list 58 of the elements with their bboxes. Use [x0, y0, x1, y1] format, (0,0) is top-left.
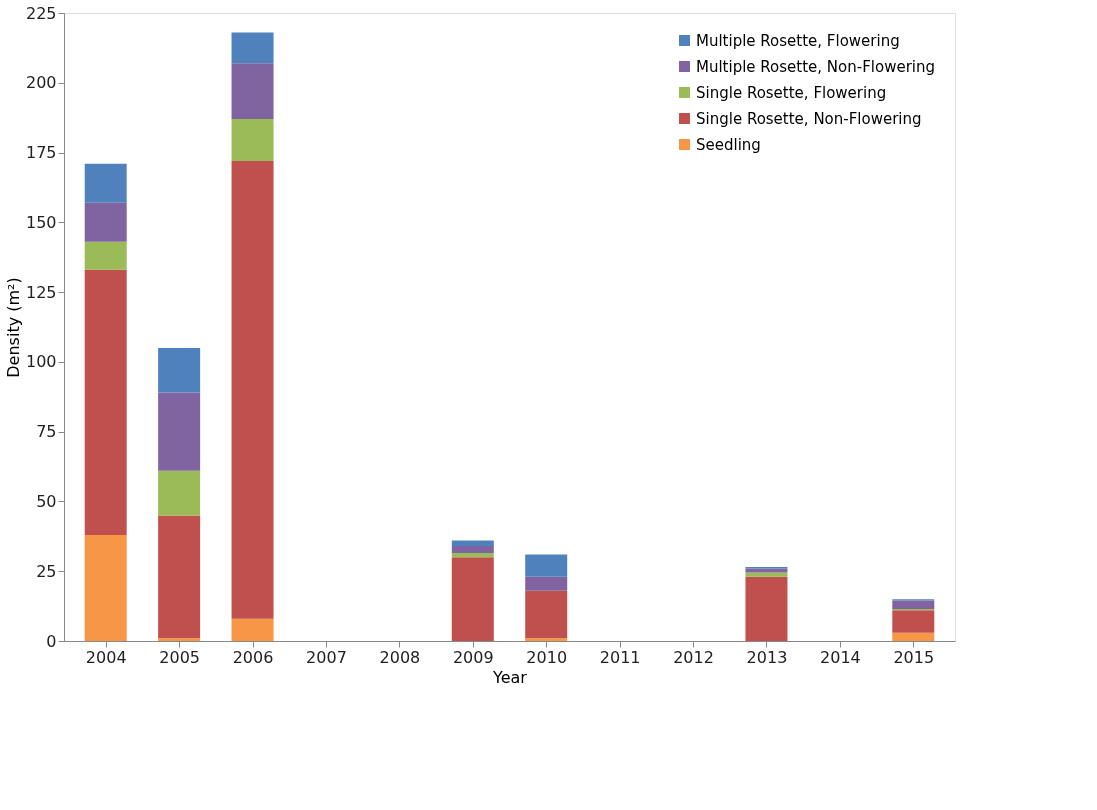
bar — [525, 590, 568, 639]
bar — [84, 163, 127, 203]
bar — [451, 553, 494, 558]
y-tick-label: 225 — [25, 3, 57, 23]
legend-label: Single Rosette, Flowering — [696, 83, 887, 102]
bar — [745, 572, 788, 577]
legend-label: Multiple Rosette, Flowering — [696, 31, 900, 50]
bar — [892, 632, 935, 641]
bar — [231, 32, 274, 64]
bar — [158, 392, 201, 471]
bar — [892, 600, 935, 609]
bar — [231, 119, 274, 161]
bar — [451, 546, 494, 554]
legend-label: Seedling — [696, 135, 761, 154]
bar — [745, 576, 788, 641]
bar — [231, 160, 274, 619]
bar — [158, 347, 201, 393]
y-tick-label: 100 — [25, 352, 57, 372]
bar — [525, 638, 568, 641]
bar — [84, 534, 127, 641]
y-tick-label: 25 — [36, 561, 57, 581]
x-tick-label: 2007 — [306, 647, 347, 667]
bar — [525, 576, 568, 591]
bar — [84, 241, 127, 270]
x-tick-label: 2006 — [232, 647, 274, 667]
bar — [231, 63, 274, 120]
x-tick-label: 2015 — [893, 647, 935, 667]
x-tick-label: 2014 — [820, 647, 861, 667]
legend-label: Single Rosette, Non-Flowering — [696, 109, 922, 128]
x-tick-label: 2012 — [673, 647, 714, 667]
x-tick-label: 2009 — [452, 647, 494, 667]
x-tick-label: 2010 — [526, 647, 568, 667]
y-tick-label: 175 — [25, 143, 57, 163]
x-tick-label: 2013 — [746, 647, 788, 667]
x-tick-label: 2011 — [599, 647, 641, 667]
y-tick-label: 0 — [46, 631, 57, 651]
bar — [158, 638, 201, 641]
x-tick-label: 2004 — [85, 647, 127, 667]
bar — [158, 515, 201, 639]
bar — [84, 202, 127, 242]
x-axis-title: Year — [492, 667, 528, 687]
bar — [84, 269, 127, 535]
bar — [451, 557, 494, 641]
bar — [451, 540, 494, 547]
bar — [745, 568, 788, 573]
y-tick-label: 125 — [25, 282, 57, 302]
bar — [525, 554, 568, 577]
y-axis-title: Density (m²) — [3, 277, 23, 378]
x-tick-label: 2008 — [379, 647, 421, 667]
legend-label: Multiple Rosette, Non-Flowering — [696, 57, 935, 76]
bar — [231, 618, 274, 641]
y-tick-label: 75 — [36, 422, 57, 442]
bar — [158, 470, 201, 516]
y-tick-label: 50 — [36, 491, 57, 511]
y-tick-label: 150 — [25, 212, 57, 232]
x-tick-label: 2005 — [159, 647, 200, 667]
y-tick-label: 200 — [25, 73, 57, 93]
bar — [892, 610, 935, 633]
